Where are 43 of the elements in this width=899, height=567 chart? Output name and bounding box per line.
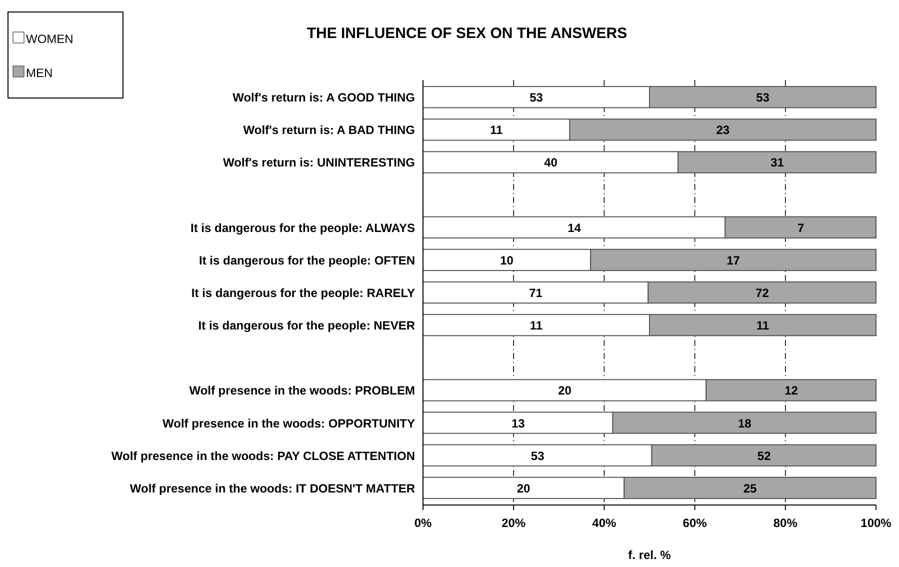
- annotation: 31: [770, 156, 784, 170]
- annotation: 23: [716, 123, 730, 138]
- annotation: 12: [784, 384, 798, 398]
- y-tick-label: Wolf's return is: A GOOD THING: [232, 90, 415, 105]
- chart-title: THE INFLUENCE OF SEX ON THE ANSWERS: [306, 25, 628, 42]
- y-tick-label: It is dangerous for the people: OFTEN: [198, 253, 415, 268]
- legend-label: MEN: [26, 66, 53, 80]
- annotation: 20: [558, 384, 572, 398]
- annotation: 7: [797, 220, 804, 235]
- x-tick-label: 100%: [860, 516, 892, 530]
- annotation: 14: [568, 220, 582, 235]
- annotation: 11: [490, 123, 504, 138]
- x-axis-title: f. rel. %: [628, 548, 672, 562]
- annotation: 40: [544, 156, 558, 170]
- x-tick-label: 80%: [773, 516, 798, 530]
- x-tick-label: 20%: [502, 516, 526, 530]
- annotation: 53: [756, 90, 770, 105]
- annotation: 53: [530, 448, 545, 463]
- annotation: 20: [516, 481, 531, 496]
- y-tick-label: Wolf's return is: UNINTERESTING: [223, 156, 415, 170]
- annotation: 71: [529, 286, 543, 300]
- y-tick-label: Wolf presence in the woods: PAY CLOSE ATTENTION: [111, 448, 415, 463]
- legend-label: WOMEN: [26, 32, 74, 46]
- y-tick-label: Wolf presence in the woods: OPPORTUNITY: [162, 416, 415, 430]
- x-tick-label: 40%: [592, 516, 617, 530]
- annotation: 10: [500, 253, 514, 268]
- y-tick-label: Wolf presence in the woods: IT DOESN'T MATTER: [130, 481, 416, 496]
- y-tick-label: It is dangerous for the people: RARELY: [191, 286, 415, 300]
- y-tick-label: Wolf presence in the woods: PROBLEM: [189, 384, 416, 398]
- y-tick-label: It is dangerous for the people: NEVER: [198, 318, 416, 333]
- annotation: 52: [757, 448, 772, 463]
- x-tick-label: 0%: [414, 516, 432, 530]
- annotation: 72: [756, 286, 770, 300]
- y-tick-label: Wolf's return is: A BAD THING: [243, 123, 415, 138]
- annotation: 25: [743, 481, 758, 496]
- annotation: 17: [726, 253, 740, 268]
- annotation: 18: [738, 416, 752, 430]
- y-tick-label: It is dangerous for the people: ALWAYS: [190, 220, 415, 235]
- annotation: 53: [530, 90, 544, 105]
- annotation: 11: [530, 318, 543, 333]
- annotation: 13: [511, 416, 526, 430]
- annotation: 11: [756, 318, 770, 333]
- x-tick-label: 60%: [682, 516, 708, 530]
